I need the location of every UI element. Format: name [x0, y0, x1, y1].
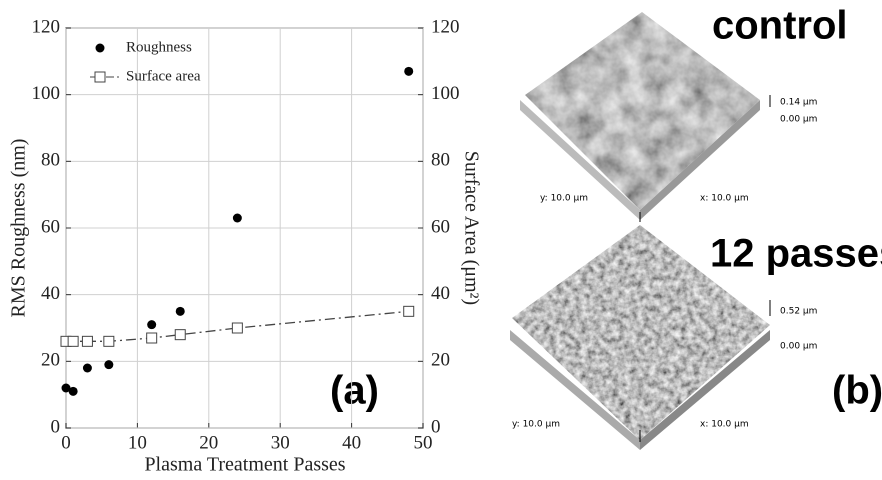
legend-marker: [95, 43, 105, 53]
x-tick-label: 10: [128, 432, 147, 453]
y2-tick-label: 0: [431, 416, 441, 437]
marker: [81, 335, 93, 347]
marker: [232, 213, 242, 223]
marker: [61, 383, 71, 393]
z-max: 0.14 µm: [780, 98, 817, 108]
y2-tick-label: 100: [431, 83, 460, 104]
x-tick-label: 20: [199, 432, 218, 453]
y2-tick-label: 120: [431, 16, 460, 37]
marker: [103, 335, 115, 347]
x-extent: x: 10.0 µm: [700, 194, 749, 204]
y2-axis-title: Surface Area (μm²): [460, 151, 482, 305]
y-tick-label: 20: [41, 350, 60, 371]
y-tick-label: 0: [51, 416, 61, 437]
x-tick-label: 50: [414, 432, 433, 453]
y-extent: y: 10.0 µm: [512, 420, 560, 430]
y-extent: y: 10.0 µm: [540, 194, 588, 204]
z-min: 0.00 µm: [780, 115, 817, 125]
y2-tick-label: 80: [431, 150, 450, 171]
marker: [174, 329, 186, 341]
marker: [82, 363, 92, 373]
marker: [404, 66, 414, 76]
marker: [231, 322, 243, 334]
panel-label: (b): [832, 369, 882, 413]
y2-tick-label: 40: [431, 283, 450, 304]
y2-tick-label: 60: [431, 216, 450, 237]
marker: [146, 332, 158, 344]
legend-marker: [94, 71, 106, 83]
x-tick-label: 0: [61, 432, 71, 453]
x-tick-label: 30: [271, 432, 290, 453]
marker: [403, 305, 415, 317]
legend-label: Roughness: [126, 39, 192, 55]
x-extent: x: 10.0 µm: [700, 420, 749, 430]
y-tick-label: 120: [32, 16, 61, 37]
marker: [68, 386, 78, 396]
legend-label: Surface area: [126, 68, 201, 84]
y-axis-title: RMS Roughness (nm): [8, 139, 30, 318]
x-tick-label: 40: [342, 432, 361, 453]
y-tick-label: 100: [32, 83, 61, 104]
z-max: 0.52 µm: [780, 307, 817, 317]
afm-12-passes: [510, 225, 770, 450]
y-tick-label: 80: [41, 150, 60, 171]
sample-label: 12 passes: [710, 232, 882, 276]
y-tick-label: 60: [41, 216, 60, 237]
marker: [67, 335, 79, 347]
y2-tick-label: 20: [431, 350, 450, 371]
y-tick-label: 40: [41, 283, 60, 304]
marker: [104, 360, 114, 370]
sample-label: control: [712, 4, 848, 48]
afm-control: [520, 12, 760, 222]
x-axis-title: Plasma Treatment Passes: [144, 454, 345, 476]
panel-label: (a): [330, 369, 379, 413]
z-min: 0.00 µm: [780, 342, 817, 352]
marker: [147, 320, 157, 330]
marker: [175, 306, 185, 316]
